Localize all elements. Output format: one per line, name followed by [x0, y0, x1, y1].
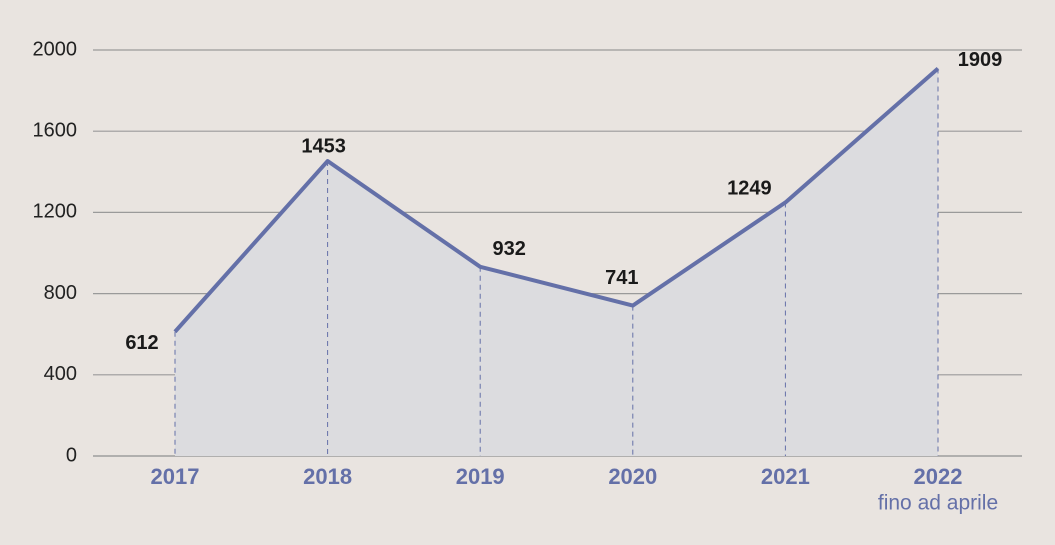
x-tick-label: 2017 [151, 464, 200, 489]
y-tick-label: 0 [66, 444, 77, 466]
value-label: 932 [493, 238, 526, 260]
annotation: fino ad aprile [878, 492, 998, 515]
y-tick-label: 1200 [33, 201, 78, 223]
value-label: 1453 [301, 135, 346, 157]
x-tick-label: 2019 [456, 464, 505, 489]
x-tick-label: 2020 [608, 464, 657, 489]
x-tick-label: 2018 [303, 464, 352, 489]
y-tick-label: 400 [44, 363, 77, 385]
y-tick-label: 2000 [33, 38, 78, 60]
x-tick-label: 2022 [914, 464, 963, 489]
x-tick-label: 2021 [761, 464, 810, 489]
y-tick-label: 1600 [33, 119, 78, 141]
value-label: 1249 [727, 178, 772, 200]
value-label: 741 [605, 267, 638, 289]
line [173, 66, 940, 334]
y-tick-label: 800 [44, 282, 77, 304]
value-label: 612 [125, 332, 158, 354]
value-label: 1909 [958, 49, 1003, 71]
area [175, 68, 938, 457]
